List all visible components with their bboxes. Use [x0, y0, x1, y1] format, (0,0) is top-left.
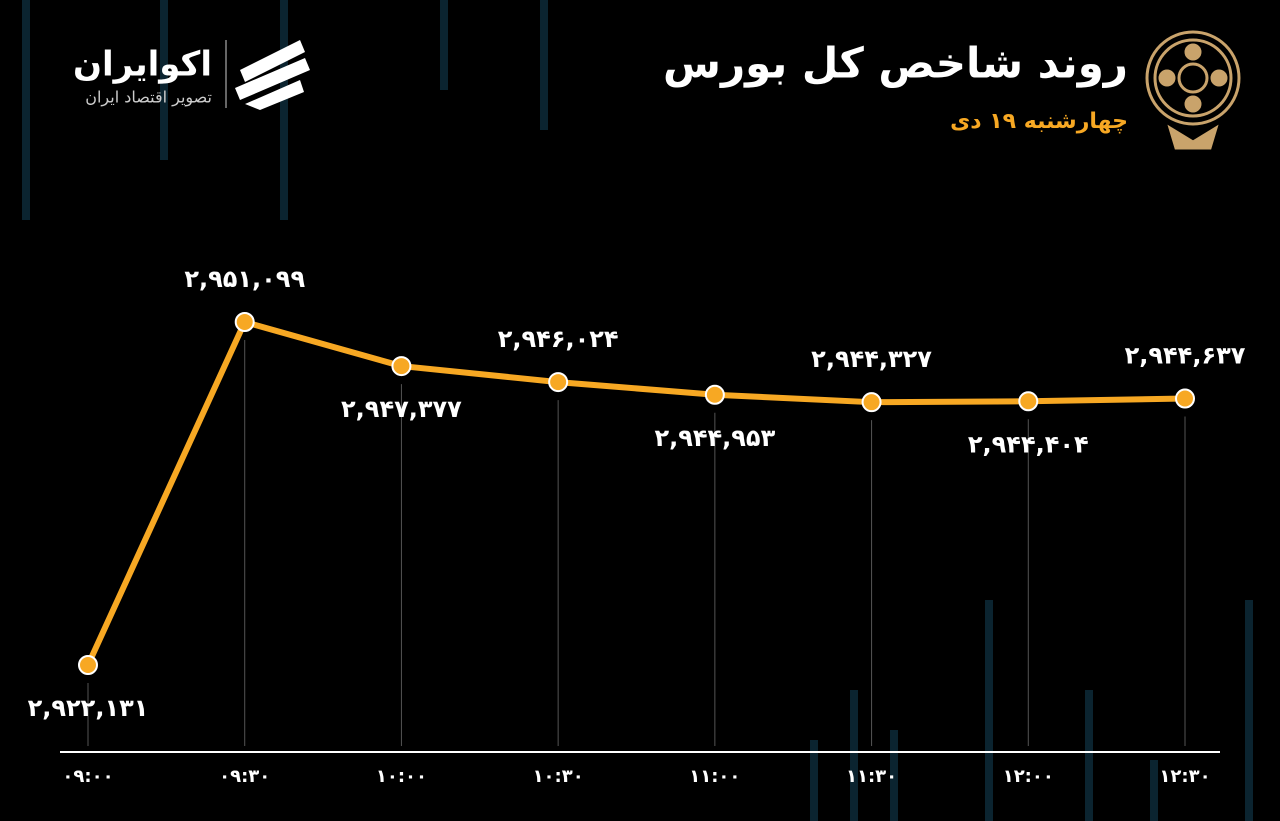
x-tick-label: ۱۱:۳۰: [846, 766, 897, 787]
point: [391, 356, 412, 377]
point: [234, 312, 255, 332]
x-tick-label: ۱۰:۰۰: [376, 766, 427, 787]
subtitle: چهارشنبه ۱۹ دی: [950, 109, 1128, 134]
x-tick-label: ۱۰:۳۰: [533, 766, 584, 787]
point: [78, 655, 98, 675]
point: [704, 384, 725, 405]
tagline: تصویر اقتصاد ایران: [85, 88, 212, 108]
value-label: ۲,۹۵۱,۰۹۹: [184, 265, 305, 293]
logo-mark: [235, 40, 310, 110]
value-label: ۲,۹۴۴,۳۲۷: [811, 345, 932, 373]
emblem: [1145, 30, 1241, 150]
value-label: ۲,۹۴۴,۶۳۷: [1125, 342, 1246, 370]
value-label: ۲,۹۲۲,۱۳۱: [28, 694, 149, 722]
value-label: ۲,۹۴۷,۳۷۷: [341, 395, 462, 423]
x-tick-label: ۱۲:۰۰: [1003, 766, 1054, 787]
point: [1175, 388, 1195, 409]
title: روند شاخص کل بورس: [663, 39, 1128, 89]
brand: اکوایران: [73, 45, 212, 85]
x-tick-label: ۱۱:۰۰: [689, 766, 740, 787]
background-candles: [22, 0, 1253, 821]
point: [861, 392, 882, 413]
value-label: ۲,۹۴۴,۹۵۳: [654, 424, 775, 452]
line: [85, 319, 1186, 667]
point: [548, 372, 569, 393]
point: [1018, 391, 1039, 412]
value-label: ۲,۹۴۴,۴۰۴: [968, 430, 1089, 458]
value-label: ۲,۹۴۶,۰۲۴: [498, 325, 619, 353]
x-tick-label: ۱۲:۳۰: [1159, 766, 1210, 787]
x-tick-label: ۰۹:۳۰: [219, 766, 270, 787]
x-tick-label: ۰۹:۰۰: [62, 766, 113, 787]
